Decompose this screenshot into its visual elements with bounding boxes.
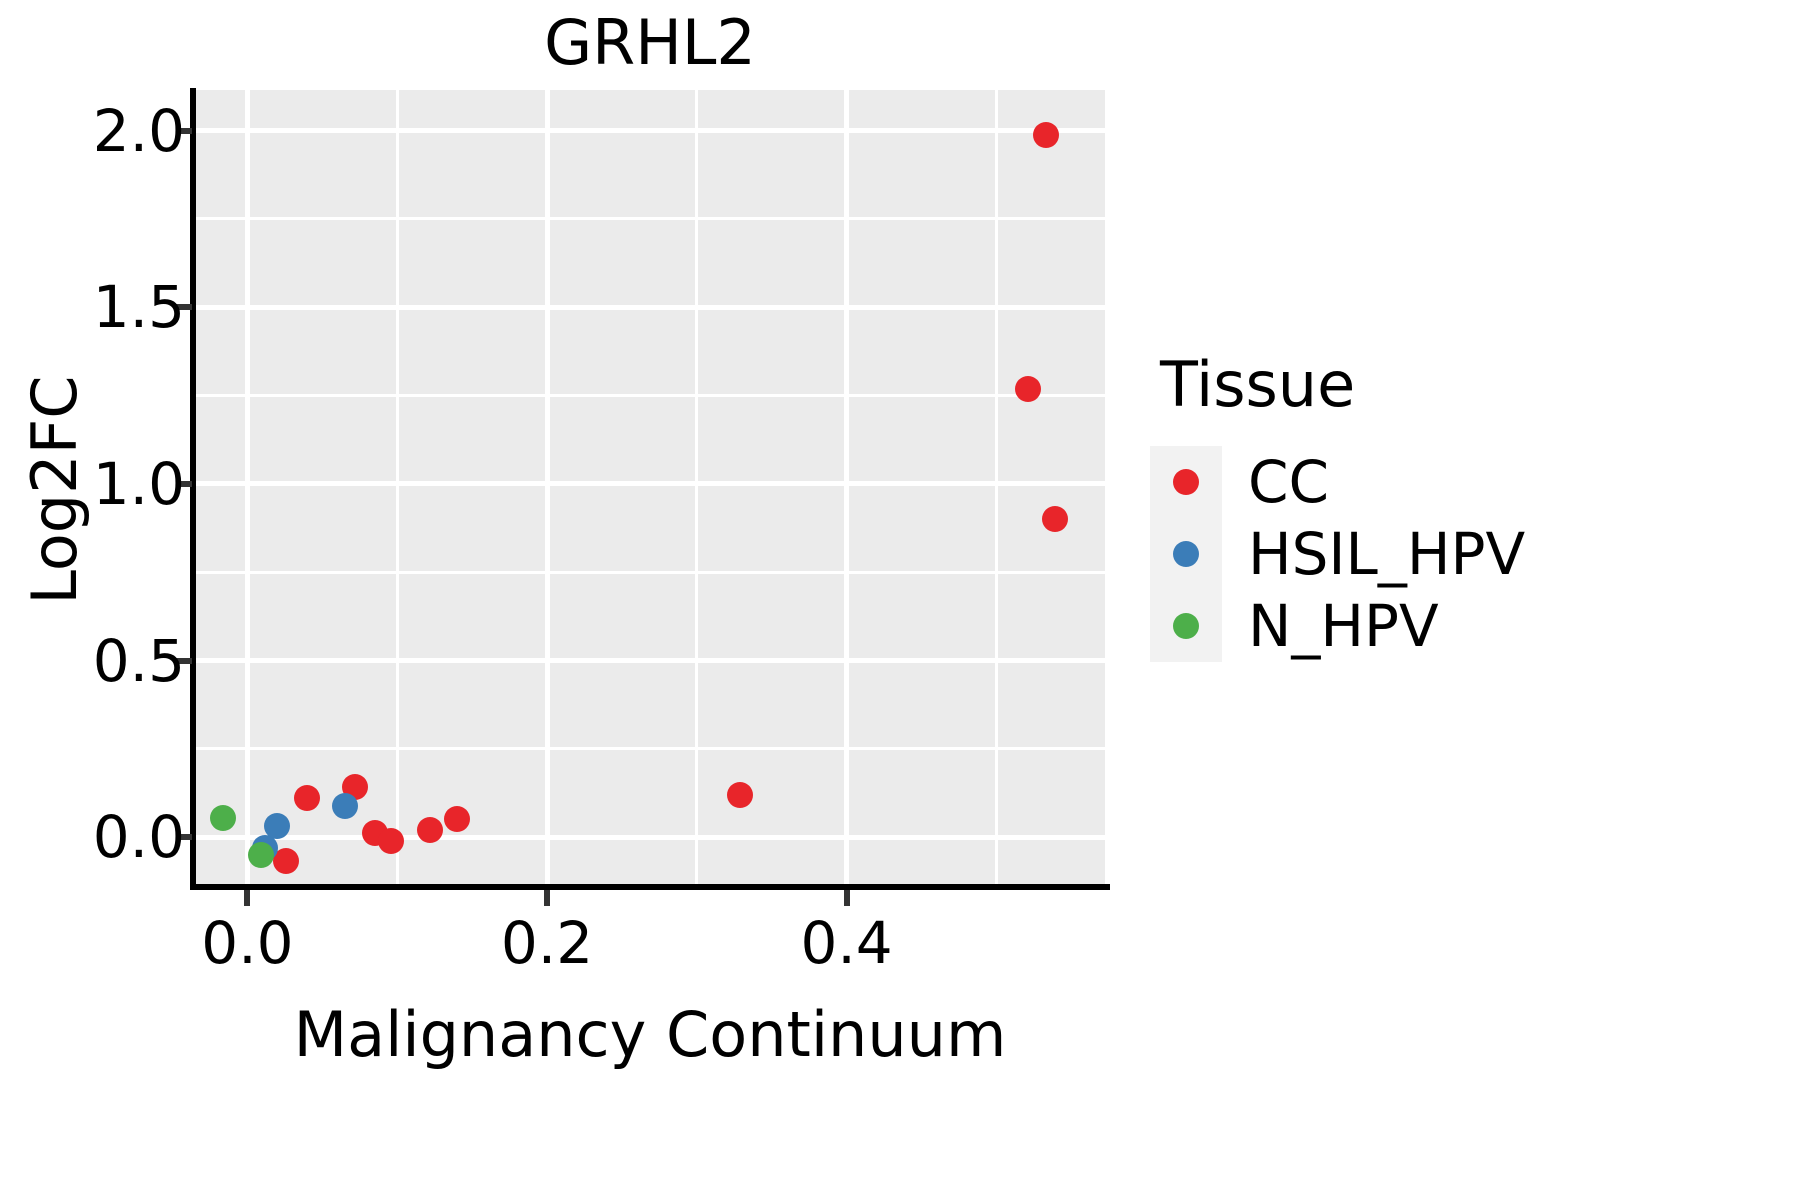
y-axis-tick (176, 127, 192, 134)
gridline-minor-horizontal (195, 217, 1105, 221)
data-point-cc (1014, 376, 1041, 403)
data-point-n_hpv (247, 841, 274, 868)
y-axis-tick-label: 1.0 (92, 449, 185, 518)
y-axis-title: Log2FC (18, 375, 91, 605)
y-axis-tick (176, 304, 192, 311)
x-axis-tick (244, 890, 251, 906)
legend-entries: CC HSIL_HPV N_HPV (1150, 446, 1750, 662)
gridline-minor-horizontal (195, 394, 1105, 398)
gridline-major-horizontal (195, 304, 1105, 310)
y-axis-tick-label: 2.0 (92, 96, 185, 165)
legend-item-cc[interactable]: CC (1150, 446, 1750, 518)
plot-panel (195, 90, 1105, 885)
x-axis-tick (544, 890, 551, 906)
gridline-major-horizontal (195, 481, 1105, 487)
legend-key-swatch (1150, 518, 1222, 590)
data-point-cc (444, 806, 471, 833)
legend-dot-icon (1173, 469, 1199, 495)
gridline-major-vertical (244, 90, 250, 885)
gridline-major-horizontal (195, 658, 1105, 664)
gridline-minor-vertical (395, 90, 399, 885)
gridline-major-horizontal (195, 128, 1105, 134)
legend-key-swatch (1150, 446, 1222, 518)
x-axis-tick (843, 890, 850, 906)
y-axis-tick-label: 0.5 (92, 626, 185, 695)
legend: Tissue CC HSIL_HPV N_HPV (1150, 350, 1750, 662)
legend-item-label: CC (1248, 448, 1329, 516)
gridline-minor-horizontal (195, 747, 1105, 751)
gridline-minor-horizontal (195, 570, 1105, 574)
y-axis-tick (176, 834, 192, 841)
legend-dot-icon (1173, 613, 1199, 639)
gridline-minor-vertical (994, 90, 998, 885)
legend-title: Tissue (1160, 348, 1356, 421)
legend-item-label: HSIL_HPV (1248, 520, 1526, 588)
x-axis-tick-label: 0.4 (800, 909, 893, 977)
data-point-cc (727, 782, 754, 809)
y-axis-tick (176, 657, 192, 664)
gridline-major-vertical (844, 90, 850, 885)
legend-key-swatch (1150, 590, 1222, 662)
y-axis-line (190, 88, 196, 888)
data-point-cc (294, 785, 321, 812)
legend-item-hsil_hpv[interactable]: HSIL_HPV (1150, 518, 1750, 590)
y-axis-tick-label: 0.0 (92, 803, 185, 872)
page-title: GRHL2 (544, 6, 756, 79)
legend-item-n_hpv[interactable]: N_HPV (1150, 590, 1750, 662)
gridline-major-vertical (544, 90, 550, 885)
gridline-major-horizontal (195, 834, 1105, 840)
y-axis-tick (176, 480, 192, 487)
legend-dot-icon (1173, 541, 1199, 567)
data-point-cc (417, 816, 444, 843)
data-point-cc (378, 827, 405, 854)
x-axis-tick-label: 0.2 (500, 909, 594, 977)
legend-item-label: N_HPV (1248, 592, 1439, 660)
y-axis-tick-label: 1.5 (92, 273, 185, 342)
x-axis-tick-label: 0.0 (201, 909, 294, 977)
data-point-cc (273, 848, 300, 875)
x-axis-line (190, 884, 1110, 890)
gridline-minor-vertical (695, 90, 699, 885)
data-point-cc (1032, 121, 1059, 148)
x-axis-title: Malignancy Continuum (293, 998, 1007, 1071)
data-point-cc (1041, 505, 1068, 532)
data-point-hsil_hpv (331, 792, 358, 819)
data-point-n_hpv (210, 804, 237, 831)
